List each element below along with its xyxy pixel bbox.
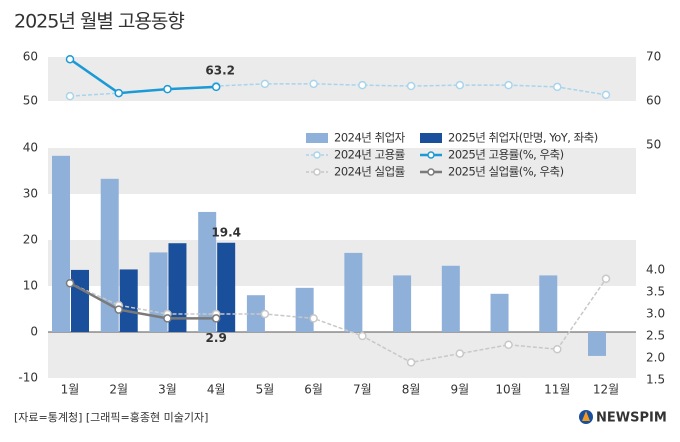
x-tick-label: 8월 <box>402 383 421 397</box>
x-tick-label: 9월 <box>450 383 469 397</box>
line <box>69 282 217 320</box>
legend-swatch <box>313 168 321 176</box>
y-tick-label: 0 <box>30 325 38 339</box>
point <box>114 305 123 314</box>
bar <box>168 243 187 332</box>
point <box>601 90 611 100</box>
y-tick-label: 40 <box>23 141 38 155</box>
point <box>504 340 513 350</box>
y2-tick-label: 3.0 <box>646 307 665 321</box>
legend-label: 2024년 실업률 <box>334 165 405 179</box>
point <box>260 79 270 89</box>
data-label: 63.2 <box>205 63 235 77</box>
x-tick-label: 5월 <box>256 383 275 397</box>
legend-label: 2025년 취업자(만명, YoY, 좌축) <box>448 131 598 145</box>
point <box>455 80 465 90</box>
bar <box>52 155 70 332</box>
x-tick-label: 3월 <box>158 383 177 397</box>
x-tick-label: 6월 <box>304 383 323 397</box>
x-tick-label: 7월 <box>353 383 372 397</box>
y-tick-label: 50 <box>23 94 38 108</box>
line <box>69 278 607 364</box>
legend-swatch <box>427 168 435 176</box>
grid-band <box>48 57 636 101</box>
point <box>65 278 75 288</box>
y-tick-label: 10 <box>23 279 38 293</box>
line <box>69 58 217 95</box>
bar <box>71 269 89 332</box>
line <box>69 83 607 97</box>
bar <box>490 293 509 332</box>
y2-tick-label: 70 <box>646 50 661 64</box>
logo-icon <box>582 411 590 421</box>
source: [자료=통계청] [그래픽=홍종현 미술기자] <box>14 410 208 424</box>
point <box>65 54 75 64</box>
bar <box>393 275 412 332</box>
bar <box>100 178 119 332</box>
point <box>114 88 123 98</box>
x-tick-label: 4월 <box>207 383 226 397</box>
bar <box>588 332 606 356</box>
logo: NEWSPIM <box>596 411 667 426</box>
point <box>455 349 465 358</box>
point <box>553 82 562 92</box>
point <box>309 79 318 89</box>
bar <box>198 211 217 332</box>
grid-band <box>48 148 636 194</box>
point <box>211 82 221 92</box>
legend-swatch <box>420 133 442 143</box>
y2-tick-label: 1.5 <box>646 373 665 387</box>
data-label: 19.4 <box>211 225 241 239</box>
point <box>601 274 611 284</box>
x-tick-label: 1월 <box>61 383 80 397</box>
y2-tick-label: 4.0 <box>646 263 665 277</box>
point <box>65 91 75 101</box>
y-tick-label: -10 <box>18 371 38 385</box>
bar <box>295 287 314 332</box>
y2-tick-label: 3.5 <box>646 285 665 299</box>
point <box>406 358 416 367</box>
bar <box>539 275 558 332</box>
legend-swatch <box>306 133 328 143</box>
x-tick-label: 12월 <box>593 383 619 397</box>
point <box>163 314 172 323</box>
x-tick-label: 10월 <box>495 383 521 397</box>
point <box>309 314 318 323</box>
x-tick-label: 2월 <box>109 383 128 397</box>
legend-label: 2025년 실업률(%, 우축) <box>448 165 564 179</box>
grid-band <box>48 240 636 286</box>
legend-label: 2025년 고용률(%, 우축) <box>448 148 564 162</box>
point <box>163 84 172 94</box>
x-tick-label: 11월 <box>544 383 570 397</box>
bar <box>441 265 460 332</box>
point <box>260 309 270 319</box>
y2-tick-label: 2.0 <box>646 351 665 365</box>
point <box>358 80 367 90</box>
legend-label: 2024년 고용률 <box>334 148 405 162</box>
grid-band <box>48 332 636 378</box>
y2-tick-label: 2.5 <box>646 329 665 343</box>
point <box>553 344 562 354</box>
legend-label: 2024년 취업자 <box>334 131 406 145</box>
y-tick-label: 30 <box>23 187 38 201</box>
bar <box>149 252 168 332</box>
data-label: 2.9 <box>206 331 227 345</box>
legend-swatch <box>313 151 321 159</box>
bar <box>217 242 236 332</box>
chart-title: 2025년 월별 고용동향 <box>14 11 184 33</box>
y-tick-label: 60 <box>23 50 38 64</box>
point <box>504 80 513 90</box>
y-tick-label: 20 <box>23 233 38 247</box>
legend-swatch <box>427 151 435 159</box>
y2-tick-label: 60 <box>646 94 661 108</box>
point <box>358 331 367 341</box>
bar <box>246 295 265 332</box>
y2-tick-label: 50 <box>646 138 661 152</box>
point <box>211 314 221 323</box>
bar <box>344 252 363 332</box>
bar <box>119 269 138 332</box>
point <box>406 81 416 91</box>
